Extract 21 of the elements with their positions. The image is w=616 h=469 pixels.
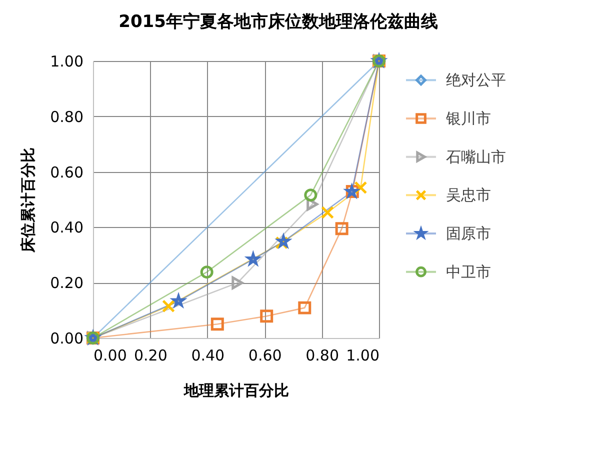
chart-title: 2015年宁夏各地市床位数地理洛伦兹曲线 [118,12,438,32]
y-tick-label: 0.40 [50,218,84,237]
legend-label: 银川市 [445,110,491,128]
y-tick-label: 0.20 [50,274,84,292]
x-tick-label: 0.60 [248,346,282,364]
x-tick-label: 1.00 [346,346,380,364]
legend-label: 中卫市 [446,262,491,281]
x-tick-label: 0.80 [306,346,340,364]
legend-label: 绝对公平 [446,71,506,90]
legend-label: 吴忠市 [446,186,491,204]
y-tick-label: 0.60 [50,163,84,182]
x-tick-label: 0.00 [94,346,127,364]
y-axis-title: 床位累计百分比 [19,148,38,254]
legend-label: 固原市 [446,224,491,242]
x-tick-label: 0.20 [134,346,168,364]
x-axis-title: 地理累计百分比 [183,382,289,400]
y-tick-label: 0.80 [50,108,84,126]
y-tick-label: 1.00 [50,52,84,70]
x-tick-label: 0.40 [191,346,225,364]
y-tick-label: 0.00 [50,330,84,348]
legend-label: 石嘴山市 [446,148,506,166]
